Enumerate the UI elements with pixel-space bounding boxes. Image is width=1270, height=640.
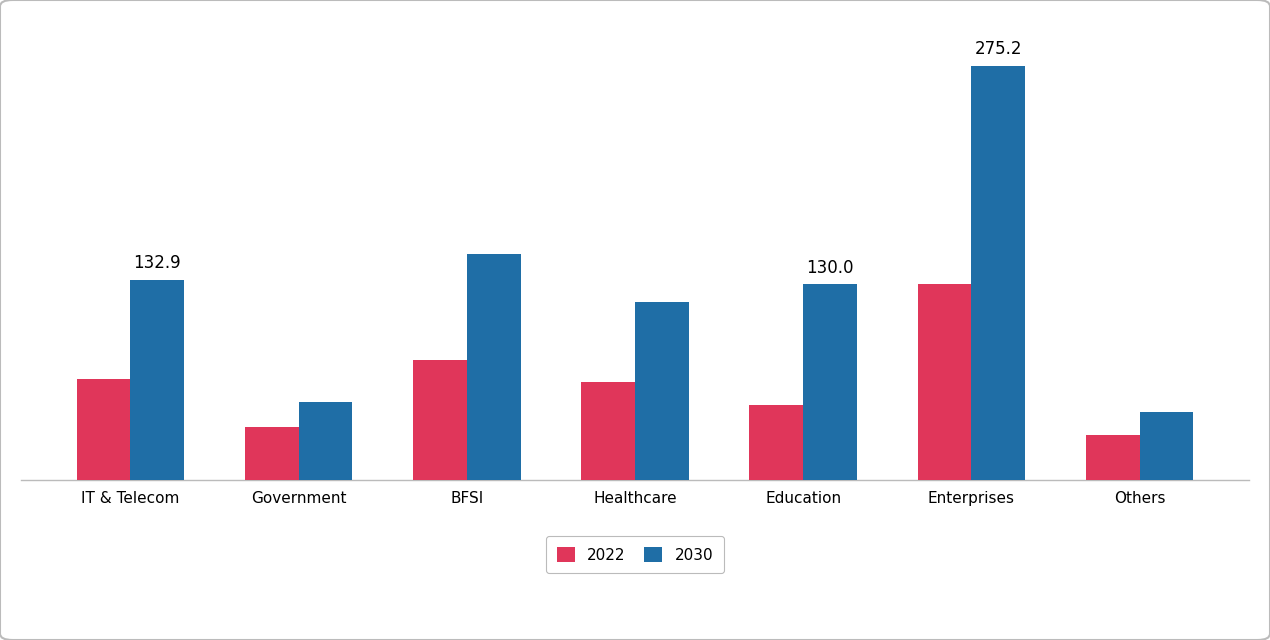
Bar [972, 66, 1025, 480]
Bar [131, 280, 184, 480]
Bar [1139, 412, 1194, 480]
Bar [245, 428, 298, 480]
Text: 132.9: 132.9 [133, 254, 182, 273]
Bar [803, 284, 857, 480]
Text: 275.2: 275.2 [974, 40, 1022, 58]
Legend: 2022, 2030: 2022, 2030 [546, 536, 724, 573]
Bar [298, 402, 353, 480]
Bar [76, 379, 131, 480]
Bar [467, 254, 521, 480]
Bar [582, 382, 635, 480]
Bar [1086, 435, 1139, 480]
Bar [749, 404, 803, 480]
Text: 130.0: 130.0 [806, 259, 853, 276]
Bar [917, 284, 972, 480]
Bar [413, 360, 467, 480]
Bar [635, 302, 688, 480]
